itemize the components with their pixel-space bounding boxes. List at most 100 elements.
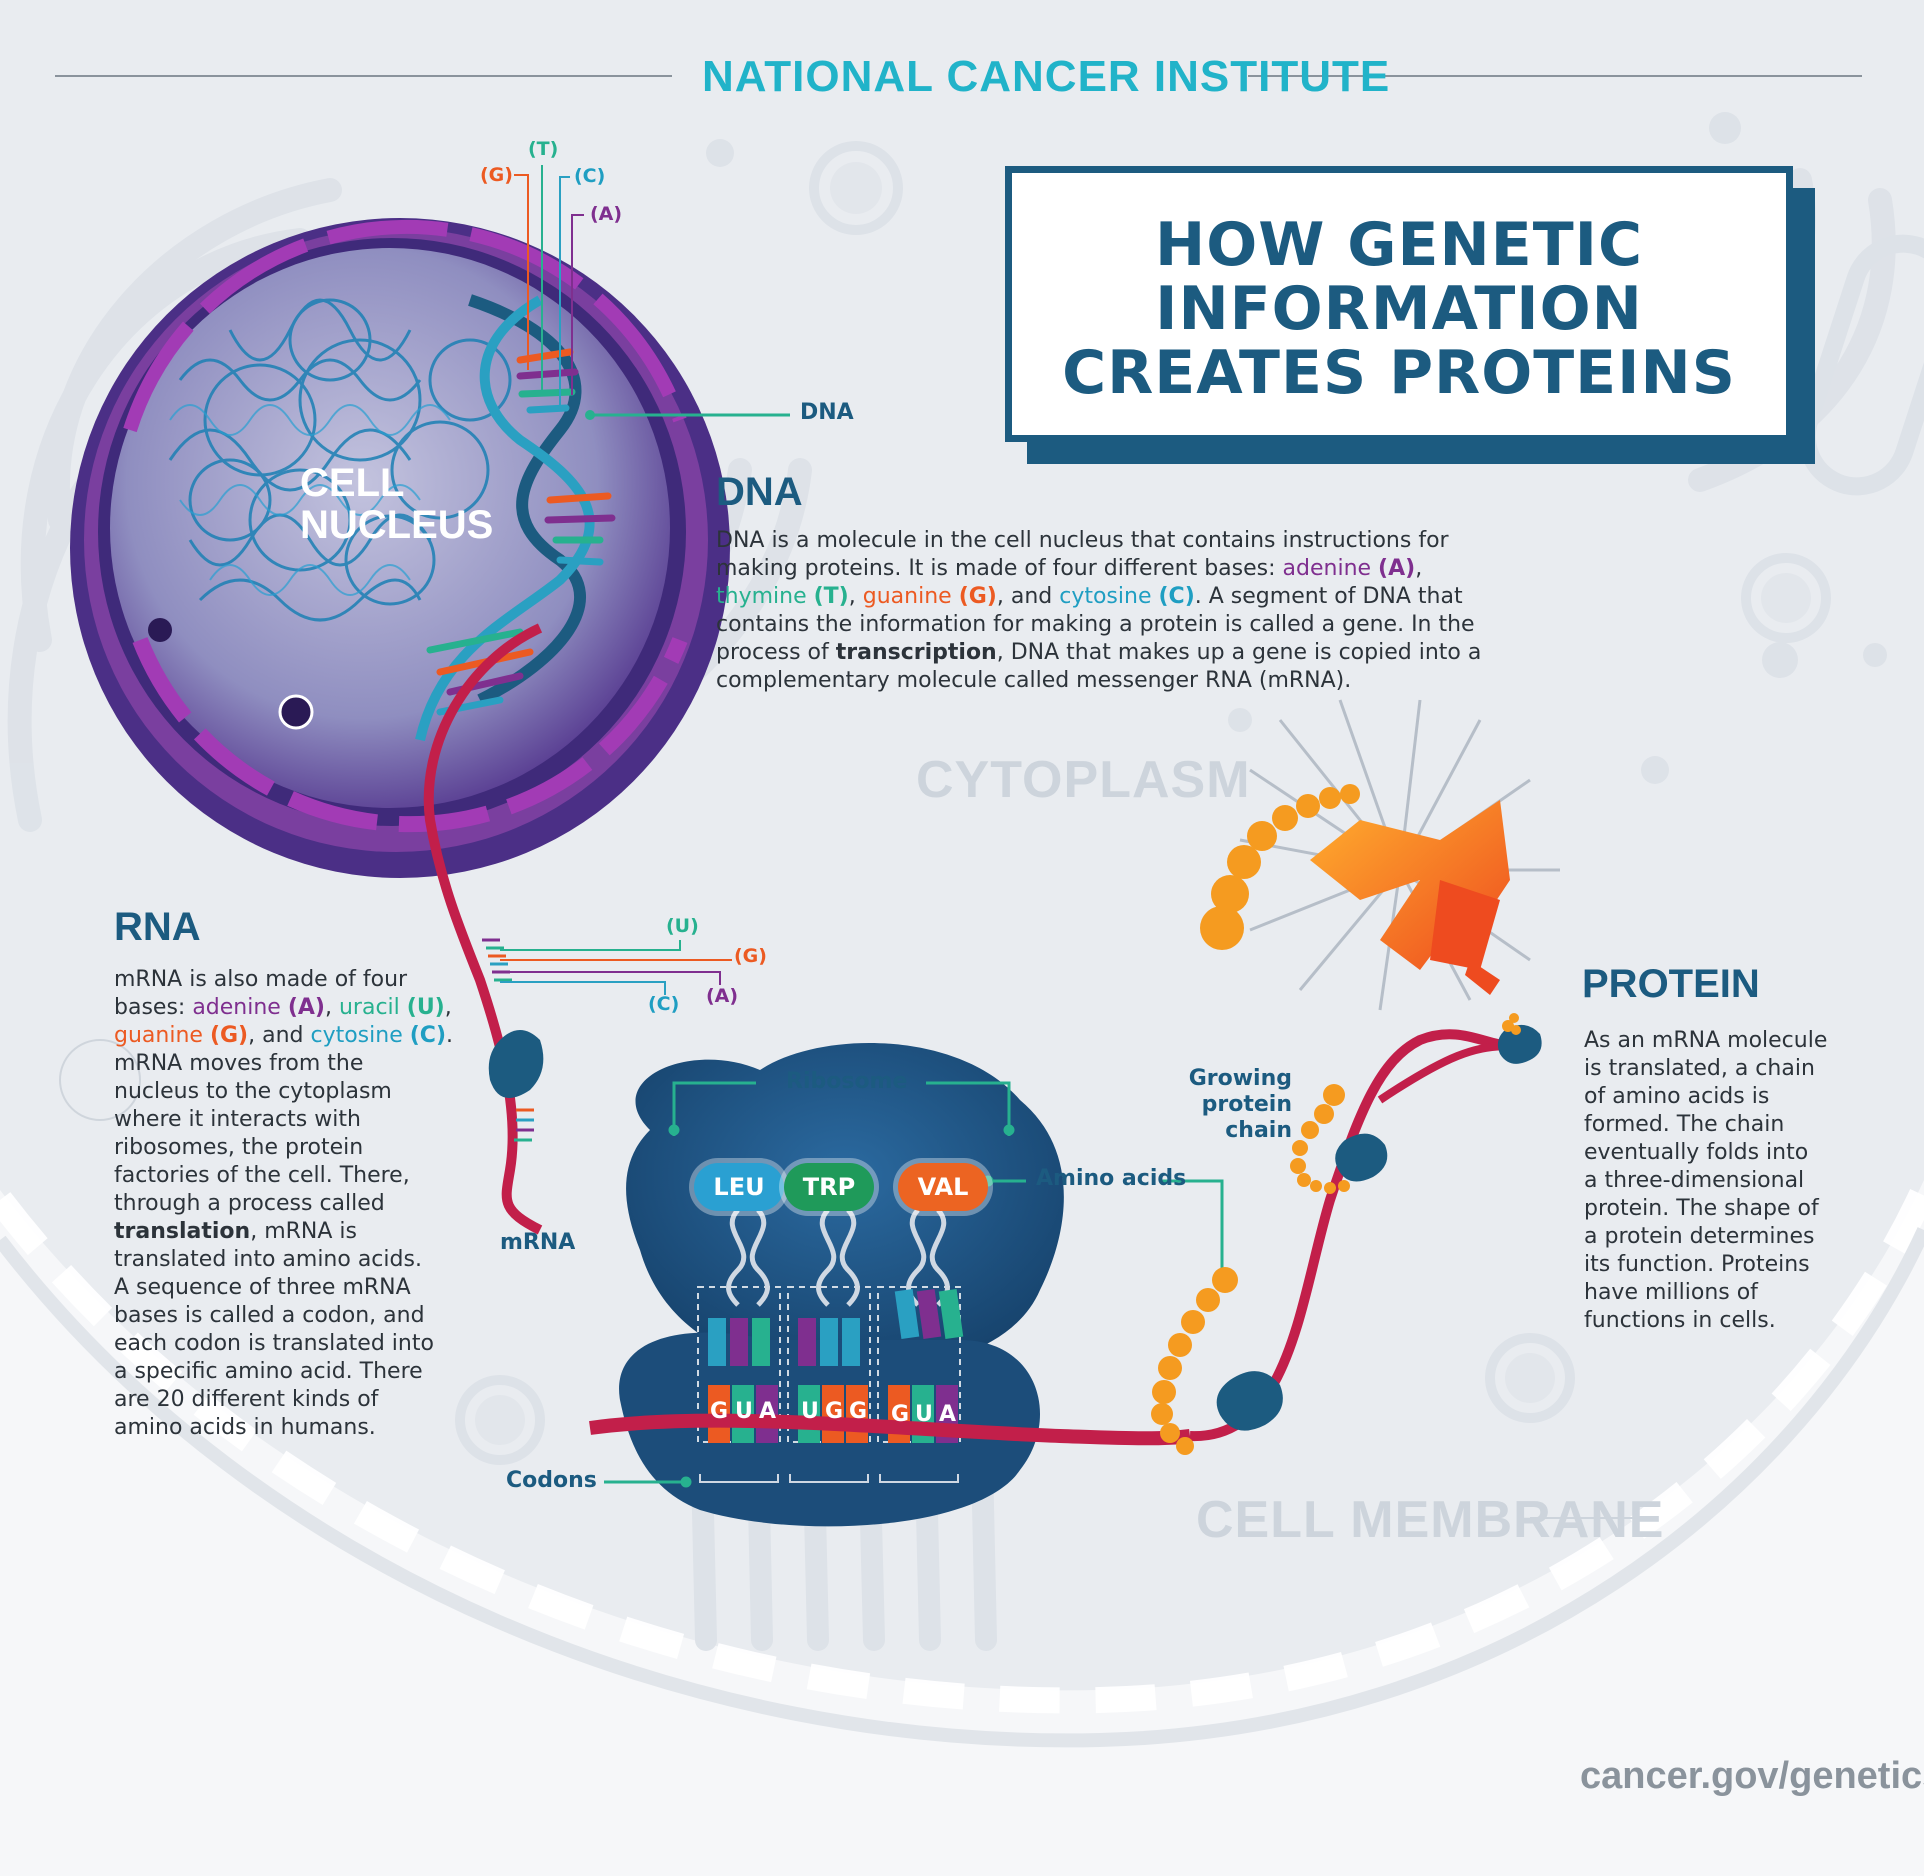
org-name: NATIONAL CANCER INSTITUTE	[702, 52, 1391, 101]
rna-text-fragment: ,	[444, 995, 452, 1020]
protein-chain-illustration	[1151, 1013, 1542, 1455]
cytoplasm-watermark: CYTOPLASM	[916, 751, 1251, 809]
amino-acid-badge-val: VAL	[898, 1163, 988, 1211]
codon-2-base-2: G	[825, 1399, 844, 1424]
rna-text-line: bases: adenine (A), uracil (U),	[114, 994, 474, 1022]
dna-helix	[415, 294, 616, 742]
rna-text-line: ribosomes, the protein	[114, 1135, 364, 1160]
amino-acid-badge-trp: TRP	[784, 1163, 874, 1211]
guanine-code: (G)	[958, 584, 997, 609]
dna-text-line: contains the information for making a pr…	[716, 612, 1475, 637]
thymine-term: thymine	[716, 584, 807, 609]
dna-text-fragment: . A segment of DNA that	[1194, 584, 1463, 609]
rna-text-line: are 20 different kinds of	[114, 1387, 379, 1412]
rna-text-line: translated into amino acids.	[114, 1247, 422, 1272]
ribosome-bracket	[604, 1081, 1224, 1488]
rna-text-fragment: , and	[248, 1023, 311, 1048]
cell-nucleus-illustration	[70, 218, 730, 878]
protein-text-line: protein. The shape of	[1584, 1196, 1819, 1221]
footer-url[interactable]: cancer.gov/genetics	[1580, 1755, 1924, 1797]
title-line-2: INFORMATION	[1155, 274, 1643, 344]
protein-text-line: formed. The chain	[1584, 1112, 1785, 1137]
protein-text-line: is translated, a chain	[1584, 1056, 1815, 1081]
mrna-g-callout: (G)	[734, 945, 767, 967]
folded-protein-illustration	[1200, 699, 1560, 1011]
codon-3-base-1: G	[891, 1402, 910, 1427]
rna-text-line: guanine (G), and cytosine (C).	[114, 1022, 474, 1050]
mrna-u-callout: (U)	[666, 915, 699, 937]
protein-text-line: a protein determines	[1584, 1224, 1815, 1249]
dna-text-line: thymine (T), guanine (G), and cytosine (…	[716, 583, 1546, 611]
adenine-term: adenine	[1282, 556, 1372, 581]
codon-1-base-3: A	[759, 1399, 777, 1424]
rna-text-line: factories of the cell. There,	[114, 1163, 410, 1188]
title-box: HOW GENETIC INFORMATION CREATES PROTEINS	[1005, 166, 1793, 442]
protein-text-line: As an mRNA molecule	[1584, 1028, 1828, 1053]
codon-2-base-1: U	[801, 1399, 819, 1424]
cytosine-term: cytosine	[310, 1023, 403, 1048]
cell-membrane-watermark: CELL MEMBRANE	[1196, 1491, 1665, 1549]
dna-text-line: process of transcription, DNA that makes…	[716, 639, 1546, 667]
growing-protein-chain-label: Growing protein chain	[1128, 1066, 1292, 1144]
cell-membrane-shape	[0, 1180, 1924, 1876]
dna-c-callout: (C)	[574, 165, 606, 187]
dna-text-fragment: , and	[996, 584, 1060, 609]
uracil-code: (U)	[406, 995, 445, 1020]
rna-text-line: translation, mRNA is	[114, 1218, 474, 1246]
codon-2-base-3: G	[849, 1399, 868, 1424]
mrna-a-callout: (A)	[706, 985, 739, 1007]
protein-text-line: functions in cells.	[1584, 1308, 1776, 1333]
dna-description: DNA is a molecule in the cell nucleus th…	[716, 527, 1546, 695]
dna-t-callout: (T)	[528, 138, 559, 160]
cytosine-term: cytosine	[1059, 584, 1152, 609]
protein-text-line: a three-dimensional	[1584, 1168, 1805, 1193]
rna-text-fragment: .	[446, 1023, 454, 1048]
rna-text-fragment: ,	[324, 995, 339, 1020]
adenine-code: (A)	[1378, 556, 1416, 581]
codon-3-base-3: A	[939, 1402, 957, 1427]
protein-description: As an mRNA molecule is translated, a cha…	[1584, 1027, 1884, 1335]
rna-text-fragment: bases:	[114, 995, 193, 1020]
cell-nucleus-label-line-2: NUCLEUS	[300, 503, 494, 547]
protein-text-line: its function. Proteins	[1584, 1252, 1810, 1277]
vesicle-background-shapes	[59, 112, 1887, 1465]
rna-text-line: a specific amino acid. There	[114, 1359, 423, 1384]
amino-acid-badge-leu: LEU	[694, 1163, 784, 1211]
rna-text-line: amino acids in humans.	[114, 1415, 376, 1440]
adenine-term: adenine	[192, 995, 281, 1020]
growing-label-line-1: Growing	[1188, 1066, 1292, 1091]
protein-text-line: eventually folds into	[1584, 1140, 1809, 1165]
dna-text-fragment: ,	[848, 584, 863, 609]
cytosine-code: (C)	[1158, 584, 1195, 609]
guanine-code: (G)	[209, 1023, 249, 1048]
dna-text-line: making proteins. It is made of four diff…	[716, 555, 1546, 583]
translation-term: translation	[114, 1219, 251, 1244]
rna-text-line: mRNA is also made of four	[114, 967, 408, 992]
protein-text-line: have millions of	[1584, 1280, 1758, 1305]
rna-text-line: mRNA moves from the	[114, 1051, 364, 1076]
cell-nucleus-label: CELL NUCLEUS	[300, 462, 493, 546]
rna-description: mRNA is also made of four bases: adenine…	[114, 966, 474, 1442]
dna-a-callout: (A)	[590, 203, 623, 225]
title-line-3: CREATES PROTEINS	[1062, 338, 1736, 408]
guanine-term: guanine	[114, 1023, 203, 1048]
rna-text-line: where it interacts with	[114, 1107, 361, 1132]
rna-text-fragment: , mRNA is	[250, 1219, 357, 1244]
codons-label: Codons	[506, 1468, 597, 1493]
dna-text-fragment: , DNA that makes up a gene is copied int…	[996, 640, 1482, 665]
protein-text-line: of amino acids is	[1584, 1084, 1770, 1109]
dna-text-line: DNA is a molecule in the cell nucleus th…	[716, 528, 1449, 553]
rna-text-line: bases is called a codon, and	[114, 1303, 425, 1328]
rna-text-line: nucleus to the cytoplasm	[114, 1079, 392, 1104]
thymine-code: (T)	[813, 584, 849, 609]
dna-text-fragment: ,	[1415, 556, 1423, 581]
title-line-1: HOW GENETIC	[1154, 210, 1643, 280]
adenine-code: (A)	[287, 995, 325, 1020]
rna-text-line: through a process called	[114, 1191, 385, 1216]
mrna-label: mRNA	[500, 1230, 576, 1255]
growing-label-line-2: protein chain	[1201, 1092, 1292, 1143]
mrna-c-callout: (C)	[648, 993, 680, 1015]
page-title: HOW GENETIC INFORMATION CREATES PROTEINS	[1012, 213, 1786, 405]
